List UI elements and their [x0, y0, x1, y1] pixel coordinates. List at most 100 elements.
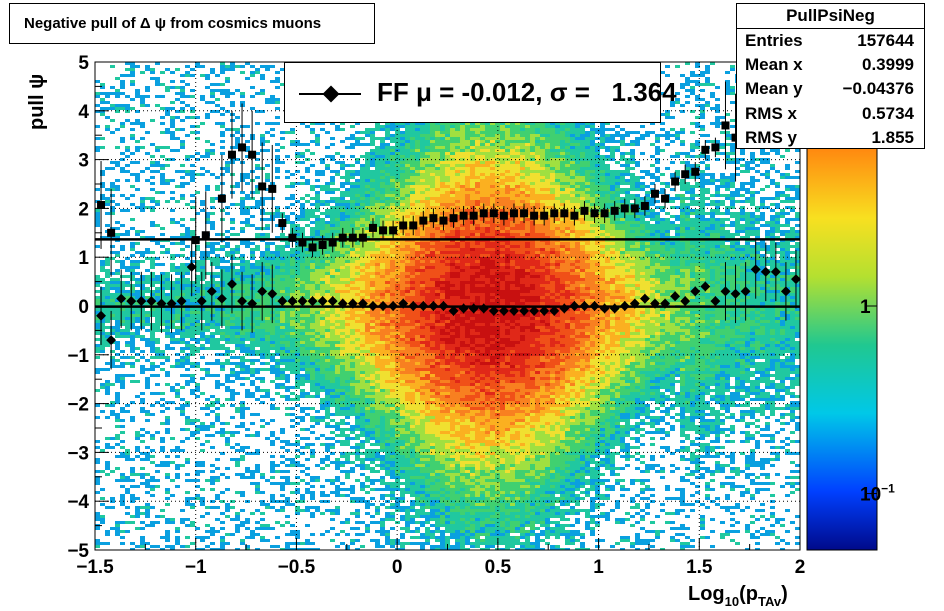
heatmap-cell — [175, 287, 180, 290]
heatmap-cell — [175, 485, 180, 488]
heatmap-cell — [135, 317, 140, 320]
heatmap-cell — [130, 107, 135, 110]
heatmap-cell — [320, 233, 325, 236]
heatmap-cell — [300, 500, 305, 503]
heatmap-cell — [340, 128, 345, 131]
heatmap-cell — [305, 170, 310, 173]
heatmap-cell — [170, 80, 175, 83]
heatmap-cell — [210, 404, 215, 407]
heatmap-cell — [155, 374, 160, 377]
heatmap-cell — [370, 479, 375, 482]
heatmap-cell — [380, 203, 385, 206]
heatmap-cell — [130, 515, 135, 518]
heatmap-cell — [250, 347, 255, 350]
heatmap-cell — [380, 518, 385, 521]
heatmap-cell — [330, 314, 335, 317]
heatmap-cell — [345, 290, 350, 293]
heatmap-cell — [370, 170, 375, 173]
heatmap-cell — [225, 374, 230, 377]
heatmap-cell — [100, 260, 105, 263]
heatmap-cell — [265, 149, 270, 152]
heatmap-cell — [95, 476, 100, 479]
heatmap-cell — [265, 68, 270, 71]
heatmap-cell — [390, 338, 395, 341]
heatmap-cell — [280, 350, 285, 353]
heatmap-cell — [155, 224, 160, 227]
heatmap-cell — [245, 320, 250, 323]
heatmap-cell — [105, 383, 110, 386]
heatmap-cell — [360, 287, 365, 290]
heatmap-cell — [165, 545, 170, 548]
heatmap-cell — [225, 251, 230, 254]
heatmap-cell — [385, 332, 390, 335]
heatmap-cell — [385, 383, 390, 386]
heatmap-cell — [265, 395, 270, 398]
heatmap-cell — [370, 425, 375, 428]
heatmap-cell — [315, 236, 320, 239]
heatmap-cell — [355, 272, 360, 275]
heatmap-cell — [310, 443, 315, 446]
heatmap-cell — [230, 296, 235, 299]
heatmap-cell — [290, 344, 295, 347]
heatmap-cell — [345, 392, 350, 395]
heatmap-cell — [265, 101, 270, 104]
heatmap-cell — [355, 368, 360, 371]
heatmap-cell — [350, 365, 355, 368]
heatmap-cell — [225, 284, 230, 287]
heatmap-cell — [285, 290, 290, 293]
heatmap-cell — [290, 185, 295, 188]
heatmap-cell — [265, 65, 270, 68]
heatmap-cell — [310, 197, 315, 200]
heatmap-cell — [210, 299, 215, 302]
heatmap-cell — [325, 443, 330, 446]
heatmap-cell — [380, 524, 385, 527]
heatmap-cell — [120, 167, 125, 170]
heatmap-cell — [335, 263, 340, 266]
heatmap-cell — [225, 128, 230, 131]
heatmap-cell — [230, 533, 235, 536]
heatmap-cell — [180, 293, 185, 296]
heatmap-cell — [370, 353, 375, 356]
heatmap-cell — [340, 407, 345, 410]
heatmap-cell — [310, 236, 315, 239]
heatmap-cell — [135, 509, 140, 512]
heatmap-cell — [135, 506, 140, 509]
heatmap-cell — [120, 122, 125, 125]
heatmap-cell — [305, 182, 310, 185]
heatmap-cell — [185, 536, 190, 539]
heatmap-cell — [375, 173, 380, 176]
heatmap-cell — [255, 278, 260, 281]
heatmap-cell — [195, 338, 200, 341]
heatmap-cell — [330, 317, 335, 320]
heatmap-cell — [220, 527, 225, 530]
heatmap-cell — [230, 227, 235, 230]
heatmap-cell — [375, 320, 380, 323]
heatmap-cell — [340, 206, 345, 209]
heatmap-cell — [290, 143, 295, 146]
heatmap-cell — [270, 128, 275, 131]
heatmap-cell — [205, 215, 210, 218]
heatmap-cell — [385, 275, 390, 278]
heatmap-cell — [390, 149, 395, 152]
heatmap-cell — [130, 161, 135, 164]
heatmap-cell — [125, 332, 130, 335]
heatmap-cell — [140, 236, 145, 239]
heatmap-cell — [320, 344, 325, 347]
heatmap-cell — [325, 275, 330, 278]
heatmap-cell — [255, 521, 260, 524]
heatmap-cell — [105, 311, 110, 314]
heatmap-cell — [155, 356, 160, 359]
heatmap-cell — [295, 461, 300, 464]
heatmap-cell — [270, 464, 275, 467]
heatmap-cell — [125, 488, 130, 491]
heatmap-cell — [120, 287, 125, 290]
heatmap-cell — [340, 281, 345, 284]
heatmap-cell — [330, 281, 335, 284]
heatmap-cell — [100, 332, 105, 335]
heatmap-cell — [350, 218, 355, 221]
heatmap-cell — [350, 278, 355, 281]
heatmap-cell — [255, 245, 260, 248]
heatmap-cell — [330, 320, 335, 323]
heatmap-cell — [275, 176, 280, 179]
heatmap-cell — [390, 137, 395, 140]
